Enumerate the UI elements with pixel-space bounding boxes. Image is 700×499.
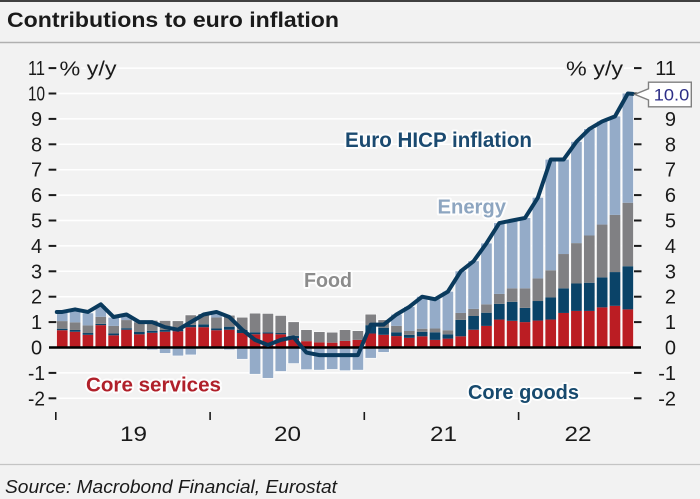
- svg-text:5: 5: [31, 211, 42, 233]
- svg-text:Energy: Energy: [438, 196, 507, 219]
- svg-text:22: 22: [565, 423, 592, 446]
- svg-text:Euro HICP inflation: Euro HICP inflation: [345, 128, 532, 152]
- svg-text:21: 21: [430, 423, 457, 446]
- svg-text:1: 1: [665, 312, 676, 334]
- svg-text:4: 4: [665, 236, 676, 258]
- svg-text:Contributions to euro inflatio: Contributions to euro inflation: [7, 9, 339, 32]
- svg-text:20: 20: [274, 423, 301, 446]
- svg-text:-1: -1: [658, 363, 676, 385]
- svg-text:-1: -1: [28, 363, 45, 385]
- svg-text:Core services: Core services: [86, 374, 221, 397]
- svg-text:Source: Macrobond Financial, E: Source: Macrobond Financial, Eurostat: [5, 477, 338, 497]
- svg-text:4: 4: [31, 236, 42, 258]
- svg-text:7: 7: [665, 160, 676, 182]
- svg-text:8: 8: [665, 134, 676, 156]
- svg-text:Food: Food: [304, 270, 352, 292]
- svg-text:11: 11: [28, 58, 45, 80]
- svg-text:2: 2: [31, 287, 42, 309]
- svg-text:6: 6: [31, 185, 42, 207]
- svg-text:9: 9: [665, 109, 676, 131]
- svg-text:10: 10: [28, 84, 45, 106]
- svg-text:11: 11: [655, 58, 676, 80]
- svg-text:3: 3: [31, 261, 42, 283]
- svg-text:0: 0: [665, 338, 676, 360]
- svg-text:0: 0: [31, 338, 42, 360]
- svg-text:10.0: 10.0: [654, 86, 690, 105]
- svg-text:5: 5: [665, 211, 676, 233]
- svg-text:3: 3: [665, 261, 676, 283]
- svg-text:1: 1: [31, 312, 42, 334]
- svg-text:7: 7: [31, 160, 42, 182]
- svg-text:-2: -2: [28, 388, 45, 410]
- svg-text:2: 2: [665, 287, 676, 309]
- svg-text:19: 19: [120, 423, 147, 446]
- svg-text:% y/y: % y/y: [566, 59, 623, 81]
- svg-text:-2: -2: [658, 388, 676, 410]
- svg-text:Core goods: Core goods: [468, 381, 579, 404]
- svg-text:9: 9: [31, 109, 42, 131]
- svg-text:8: 8: [31, 134, 42, 156]
- svg-text:% y/y: % y/y: [60, 59, 117, 81]
- svg-text:6: 6: [665, 185, 676, 207]
